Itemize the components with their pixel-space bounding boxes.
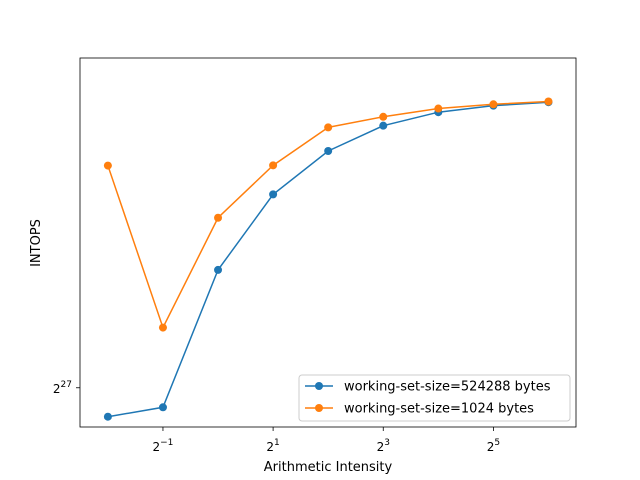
- series-0-point-4: [324, 147, 333, 156]
- legend-marker-1: [315, 404, 323, 412]
- x-tick-label-2: 23: [377, 438, 390, 454]
- y-tick-label-0: 227: [53, 380, 72, 396]
- series-1-point-2: [214, 213, 223, 222]
- plot-markers: [103, 97, 553, 421]
- y-axis-ticks: 227: [53, 380, 80, 396]
- legend: working-set-size=524288 bytes working-set…: [298, 374, 571, 422]
- series-0-point-3: [269, 190, 278, 199]
- legend-box: [298, 374, 571, 422]
- legend-label-0: working-set-size=524288 bytes: [344, 380, 551, 395]
- series-0-point-5: [379, 121, 388, 130]
- x-axis-label: Arithmetic Intensity: [264, 460, 393, 475]
- series-0-point-1: [158, 403, 167, 412]
- x-tick-label-0: 2−1: [152, 438, 173, 454]
- series-0-point-2: [214, 265, 223, 274]
- y-axis-label: INTOPS: [29, 219, 44, 267]
- legend-marker-0: [315, 382, 323, 390]
- series-1-point-4: [324, 123, 333, 132]
- series-1-point-1: [158, 323, 167, 332]
- legend-label-1: working-set-size=1024 bytes: [344, 402, 534, 417]
- series-1-point-8: [544, 97, 553, 106]
- series-0-point-0: [103, 412, 112, 421]
- series-1-point-6: [434, 104, 443, 113]
- x-axis-ticks: 2−1 21 23 25: [152, 427, 500, 454]
- x-tick-label-1: 21: [266, 438, 279, 454]
- series-1-point-5: [379, 112, 388, 121]
- series-1-point-3: [269, 161, 278, 170]
- x-tick-label-3: 25: [487, 438, 500, 454]
- plot-frame: [79, 57, 577, 428]
- series-1-point-7: [489, 100, 498, 109]
- series-1-point-0: [103, 161, 112, 170]
